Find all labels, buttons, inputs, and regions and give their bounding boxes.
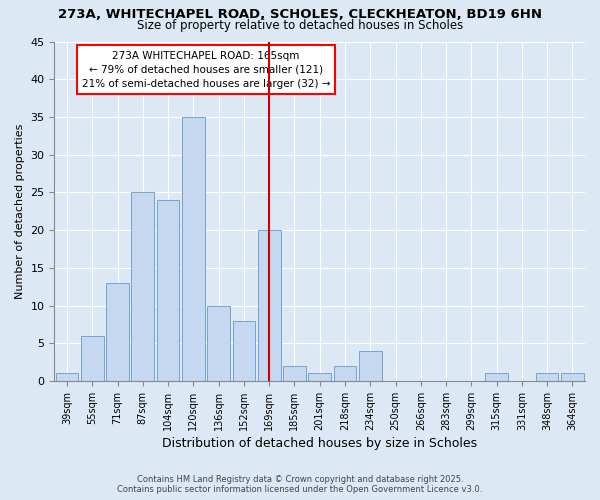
Bar (258, 230, 281, 381)
X-axis label: Distribution of detached houses by size in Scholes: Distribution of detached houses by size … (162, 437, 477, 450)
Bar (207, 306, 230, 381)
Bar (131, 192, 154, 381)
Bar (233, 320, 255, 381)
Bar (182, 117, 205, 381)
Text: Size of property relative to detached houses in Scholes: Size of property relative to detached ho… (137, 18, 463, 32)
Y-axis label: Number of detached properties: Number of detached properties (15, 124, 25, 299)
Bar (334, 366, 356, 381)
Bar (56, 374, 79, 381)
Text: Contains HM Land Registry data © Crown copyright and database right 2025.
Contai: Contains HM Land Registry data © Crown c… (118, 474, 482, 494)
Bar (283, 366, 306, 381)
Text: 273A WHITECHAPEL ROAD: 165sqm
← 79% of detached houses are smaller (121)
21% of : 273A WHITECHAPEL ROAD: 165sqm ← 79% of d… (82, 50, 330, 88)
Text: 273A, WHITECHAPEL ROAD, SCHOLES, CLECKHEATON, BD19 6HN: 273A, WHITECHAPEL ROAD, SCHOLES, CLECKHE… (58, 8, 542, 20)
Bar (81, 336, 104, 381)
Bar (106, 283, 129, 381)
Bar (359, 351, 382, 381)
Bar (157, 200, 179, 381)
Bar (561, 374, 584, 381)
Bar (485, 374, 508, 381)
Bar (308, 374, 331, 381)
Bar (536, 374, 559, 381)
